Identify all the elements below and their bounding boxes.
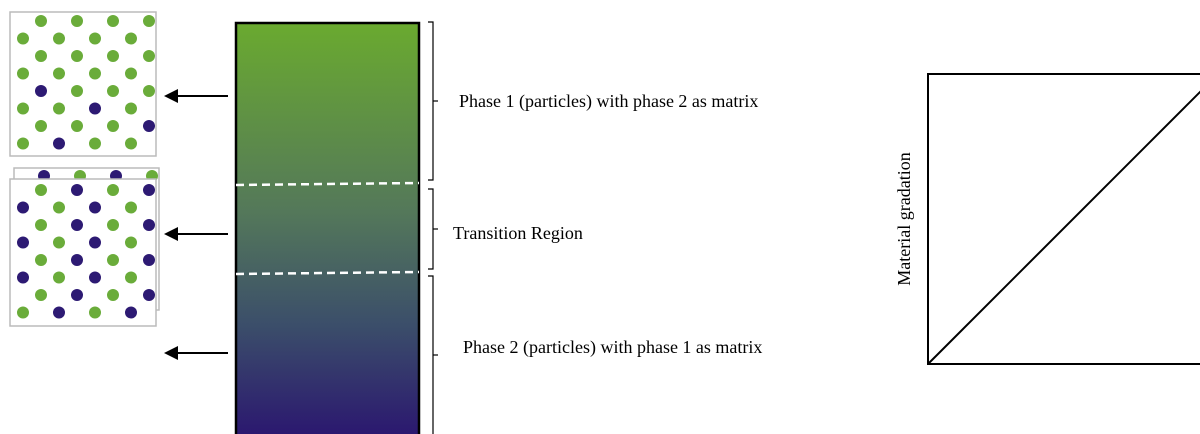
- phase2-particle: [143, 219, 155, 231]
- phase1-particle: [53, 201, 65, 214]
- phase1-particle: [17, 32, 29, 45]
- phase1-particle: [35, 219, 47, 231]
- arrow-phase2: [164, 346, 228, 360]
- gradation-plot-frame: [927, 73, 1200, 365]
- phase1-particle: [107, 254, 119, 266]
- phase1-particle: [107, 120, 119, 132]
- phase1-particle: [107, 184, 119, 196]
- phase1-particle: [125, 137, 137, 150]
- phase1-particle: [71, 120, 83, 132]
- phase1-particle: [125, 271, 137, 284]
- phase1-particle: [53, 271, 65, 284]
- phase1-particle: [107, 289, 119, 301]
- phase2-particle: [53, 137, 65, 150]
- phase1-particle: [125, 236, 137, 249]
- phase1-particle: [17, 137, 29, 150]
- arrow-phase1: [164, 89, 228, 103]
- microstructure-panel-transition: [9, 178, 157, 327]
- phase2-particle: [71, 219, 83, 231]
- phase1-particle: [107, 219, 119, 231]
- phase2-particle: [89, 201, 101, 214]
- phase1-particle: [89, 137, 101, 150]
- phase2-particle: [71, 289, 83, 301]
- phase1-particle: [125, 201, 137, 214]
- phase2-particle: [143, 289, 155, 301]
- phase2-particle: [71, 184, 83, 196]
- phase1-particle: [125, 32, 137, 45]
- phase1-particle: [53, 67, 65, 80]
- phase1-particle: [89, 306, 101, 319]
- phase1-particle: [143, 50, 155, 62]
- phase2-particle: [125, 306, 137, 319]
- bracket-transition: [428, 188, 438, 270]
- region-divider-lower: [235, 270, 420, 276]
- arrow-transition: [164, 227, 228, 241]
- phase1-particle: [71, 85, 83, 97]
- phase2-particle: [17, 271, 29, 284]
- phase1-particle: [71, 50, 83, 62]
- phase1-particle: [35, 289, 47, 301]
- phase1-particle: [71, 15, 83, 27]
- phase1-particle: [125, 102, 137, 115]
- phase1-particle: [107, 50, 119, 62]
- region-label-phase2: Phase 2 (particles) with phase 1 as matr…: [463, 337, 762, 358]
- phase1-particle: [89, 67, 101, 80]
- phase1-particle: [17, 67, 29, 80]
- phase1-particle: [107, 85, 119, 97]
- phase1-particle: [107, 15, 119, 27]
- phase2-particle: [89, 271, 101, 284]
- phase2-particle: [17, 201, 29, 214]
- phase1-particle: [35, 50, 47, 62]
- graded-material-bar: [234, 21, 421, 434]
- gradation-line: [927, 90, 1200, 365]
- phase1-particle: [35, 120, 47, 132]
- phase2-particle: [71, 254, 83, 266]
- phase1-particle: [143, 15, 155, 27]
- bracket-phase2: [428, 275, 438, 434]
- phase2-particle: [89, 102, 101, 115]
- phase1-particle: [89, 32, 101, 45]
- phase1-particle: [125, 67, 137, 80]
- phase2-particle: [89, 236, 101, 249]
- region-label-phase1: Phase 1 (particles) with phase 2 as matr…: [459, 91, 758, 112]
- phase2-particle: [17, 236, 29, 249]
- phase2-particle: [143, 254, 155, 266]
- phase1-particle: [17, 306, 29, 319]
- phase1-particle: [53, 32, 65, 45]
- microstructure-panel-phase1: [9, 11, 157, 157]
- region-divider-upper: [235, 181, 420, 187]
- phase1-particle: [35, 254, 47, 266]
- phase1-particle: [35, 15, 47, 27]
- phase2-particle: [143, 120, 155, 132]
- bracket-phase1: [428, 21, 438, 181]
- phase1-particle: [143, 85, 155, 97]
- phase1-particle: [17, 102, 29, 115]
- phase2-particle: [53, 306, 65, 319]
- panel-frame: [9, 178, 157, 327]
- phase1-particle: [53, 102, 65, 115]
- region-label-transition: Transition Region: [453, 223, 583, 243]
- gradation-y-axis-label: Material gradation: [894, 152, 914, 285]
- phase2-particle: [143, 184, 155, 196]
- phase1-particle: [35, 184, 47, 196]
- phase2-particle: [35, 85, 47, 97]
- phase1-particle: [53, 236, 65, 249]
